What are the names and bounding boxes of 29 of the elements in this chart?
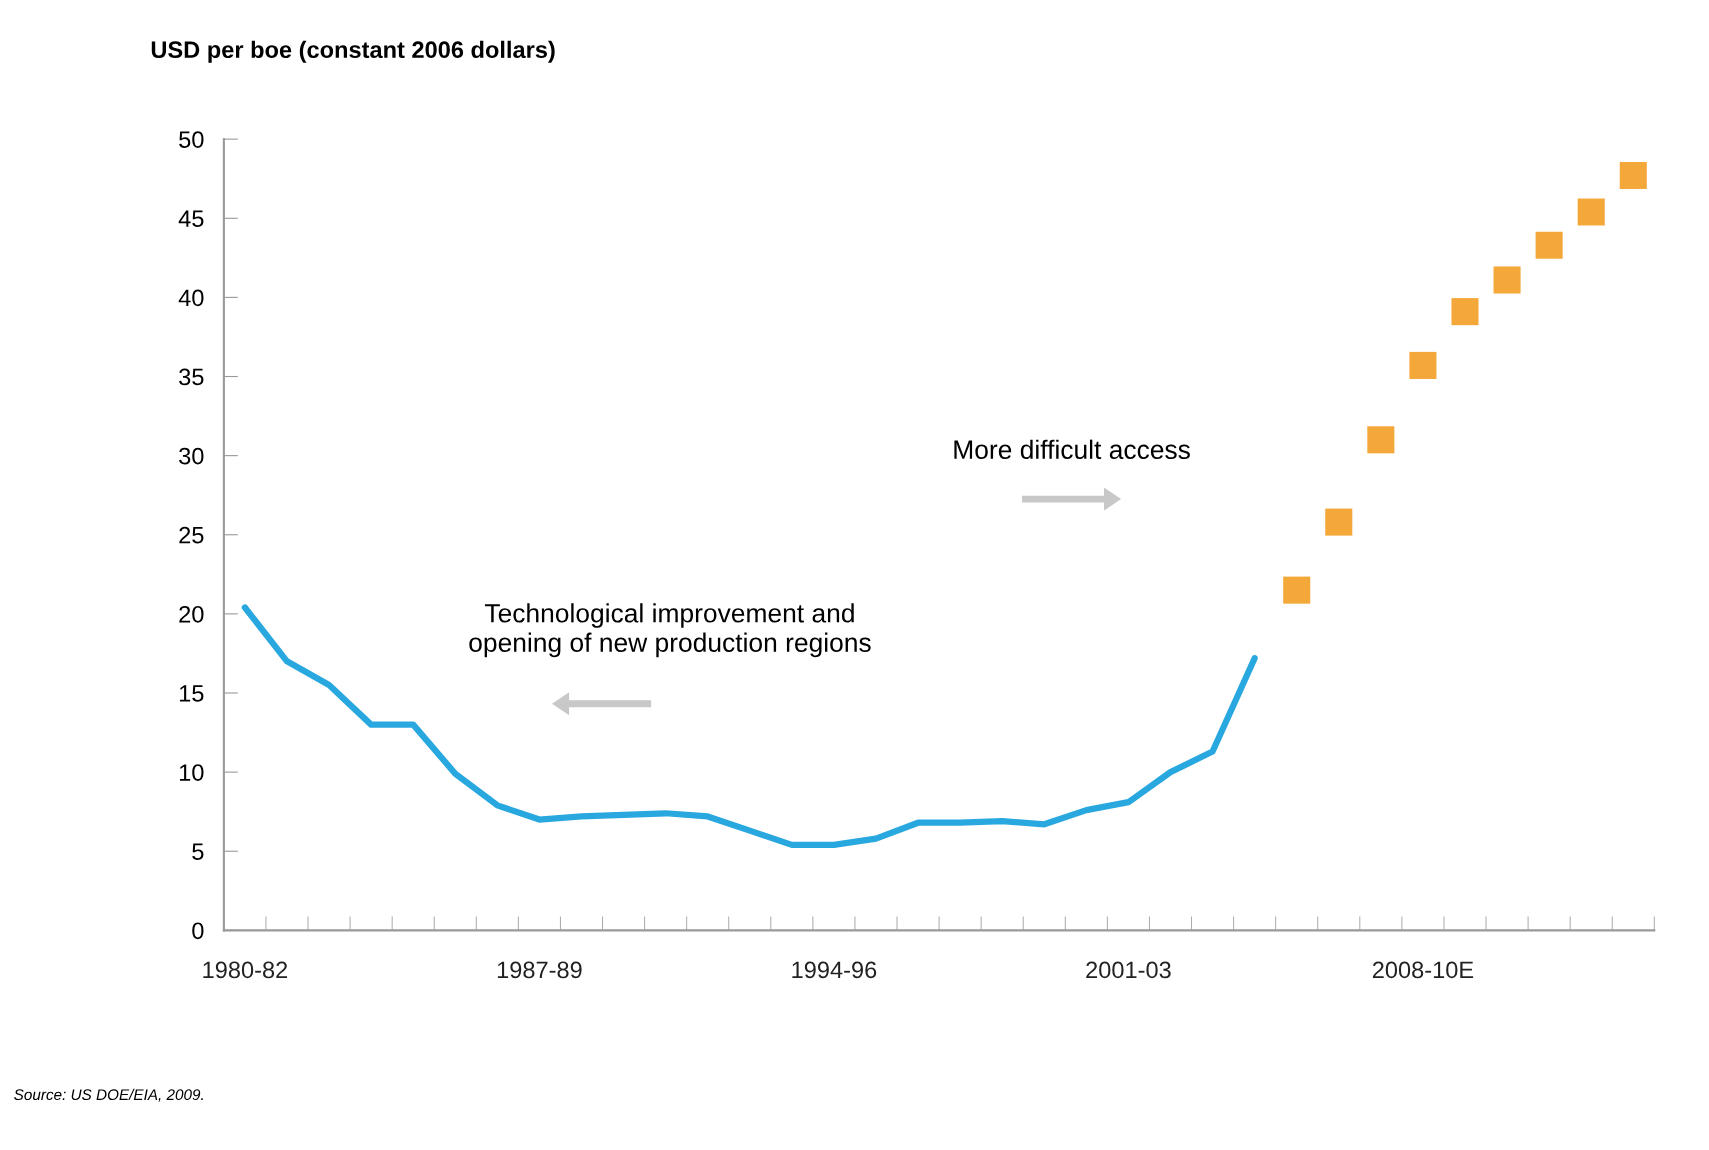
point (1325, 508, 1353, 536)
x-tick-label: 2008-10E (1372, 961, 1474, 979)
point (1577, 198, 1605, 226)
y-axis-title: USD per boe (constant 2006 dollars) (151, 40, 555, 63)
y-tick-label: 35 (179, 368, 204, 386)
point (1409, 351, 1437, 379)
y-tick-label: 45 (178, 210, 204, 228)
point (1367, 426, 1395, 454)
x-tick-label: 1980-82 (203, 961, 288, 979)
y-tick-label: 50 (179, 131, 204, 148)
y-tick-label: 5 (192, 843, 204, 861)
annotation: More difficult access (954, 439, 1190, 460)
point (1451, 298, 1479, 326)
point (1493, 266, 1521, 294)
y-tick-label: 20 (179, 605, 204, 623)
x-tick-label: 1994-96 (792, 961, 877, 979)
source-note: Source: US DOE/EIA, 2009. (14, 1088, 203, 1102)
y-tick-label: 25 (179, 526, 204, 544)
x-tick-label: 1987-89 (497, 961, 582, 979)
y-tick-label: 15 (179, 685, 204, 702)
y-tick-label: 30 (179, 447, 204, 465)
annotation: Technological improvement and opening of new production regions (469, 603, 871, 658)
point (1619, 162, 1647, 190)
y-tick-label: 10 (179, 764, 204, 781)
point (1283, 576, 1311, 604)
point (1535, 231, 1563, 259)
y-tick-label: 0 (192, 922, 204, 940)
x-tick-label: 2001-03 (1086, 961, 1171, 979)
y-tick-label: 40 (178, 289, 204, 307)
